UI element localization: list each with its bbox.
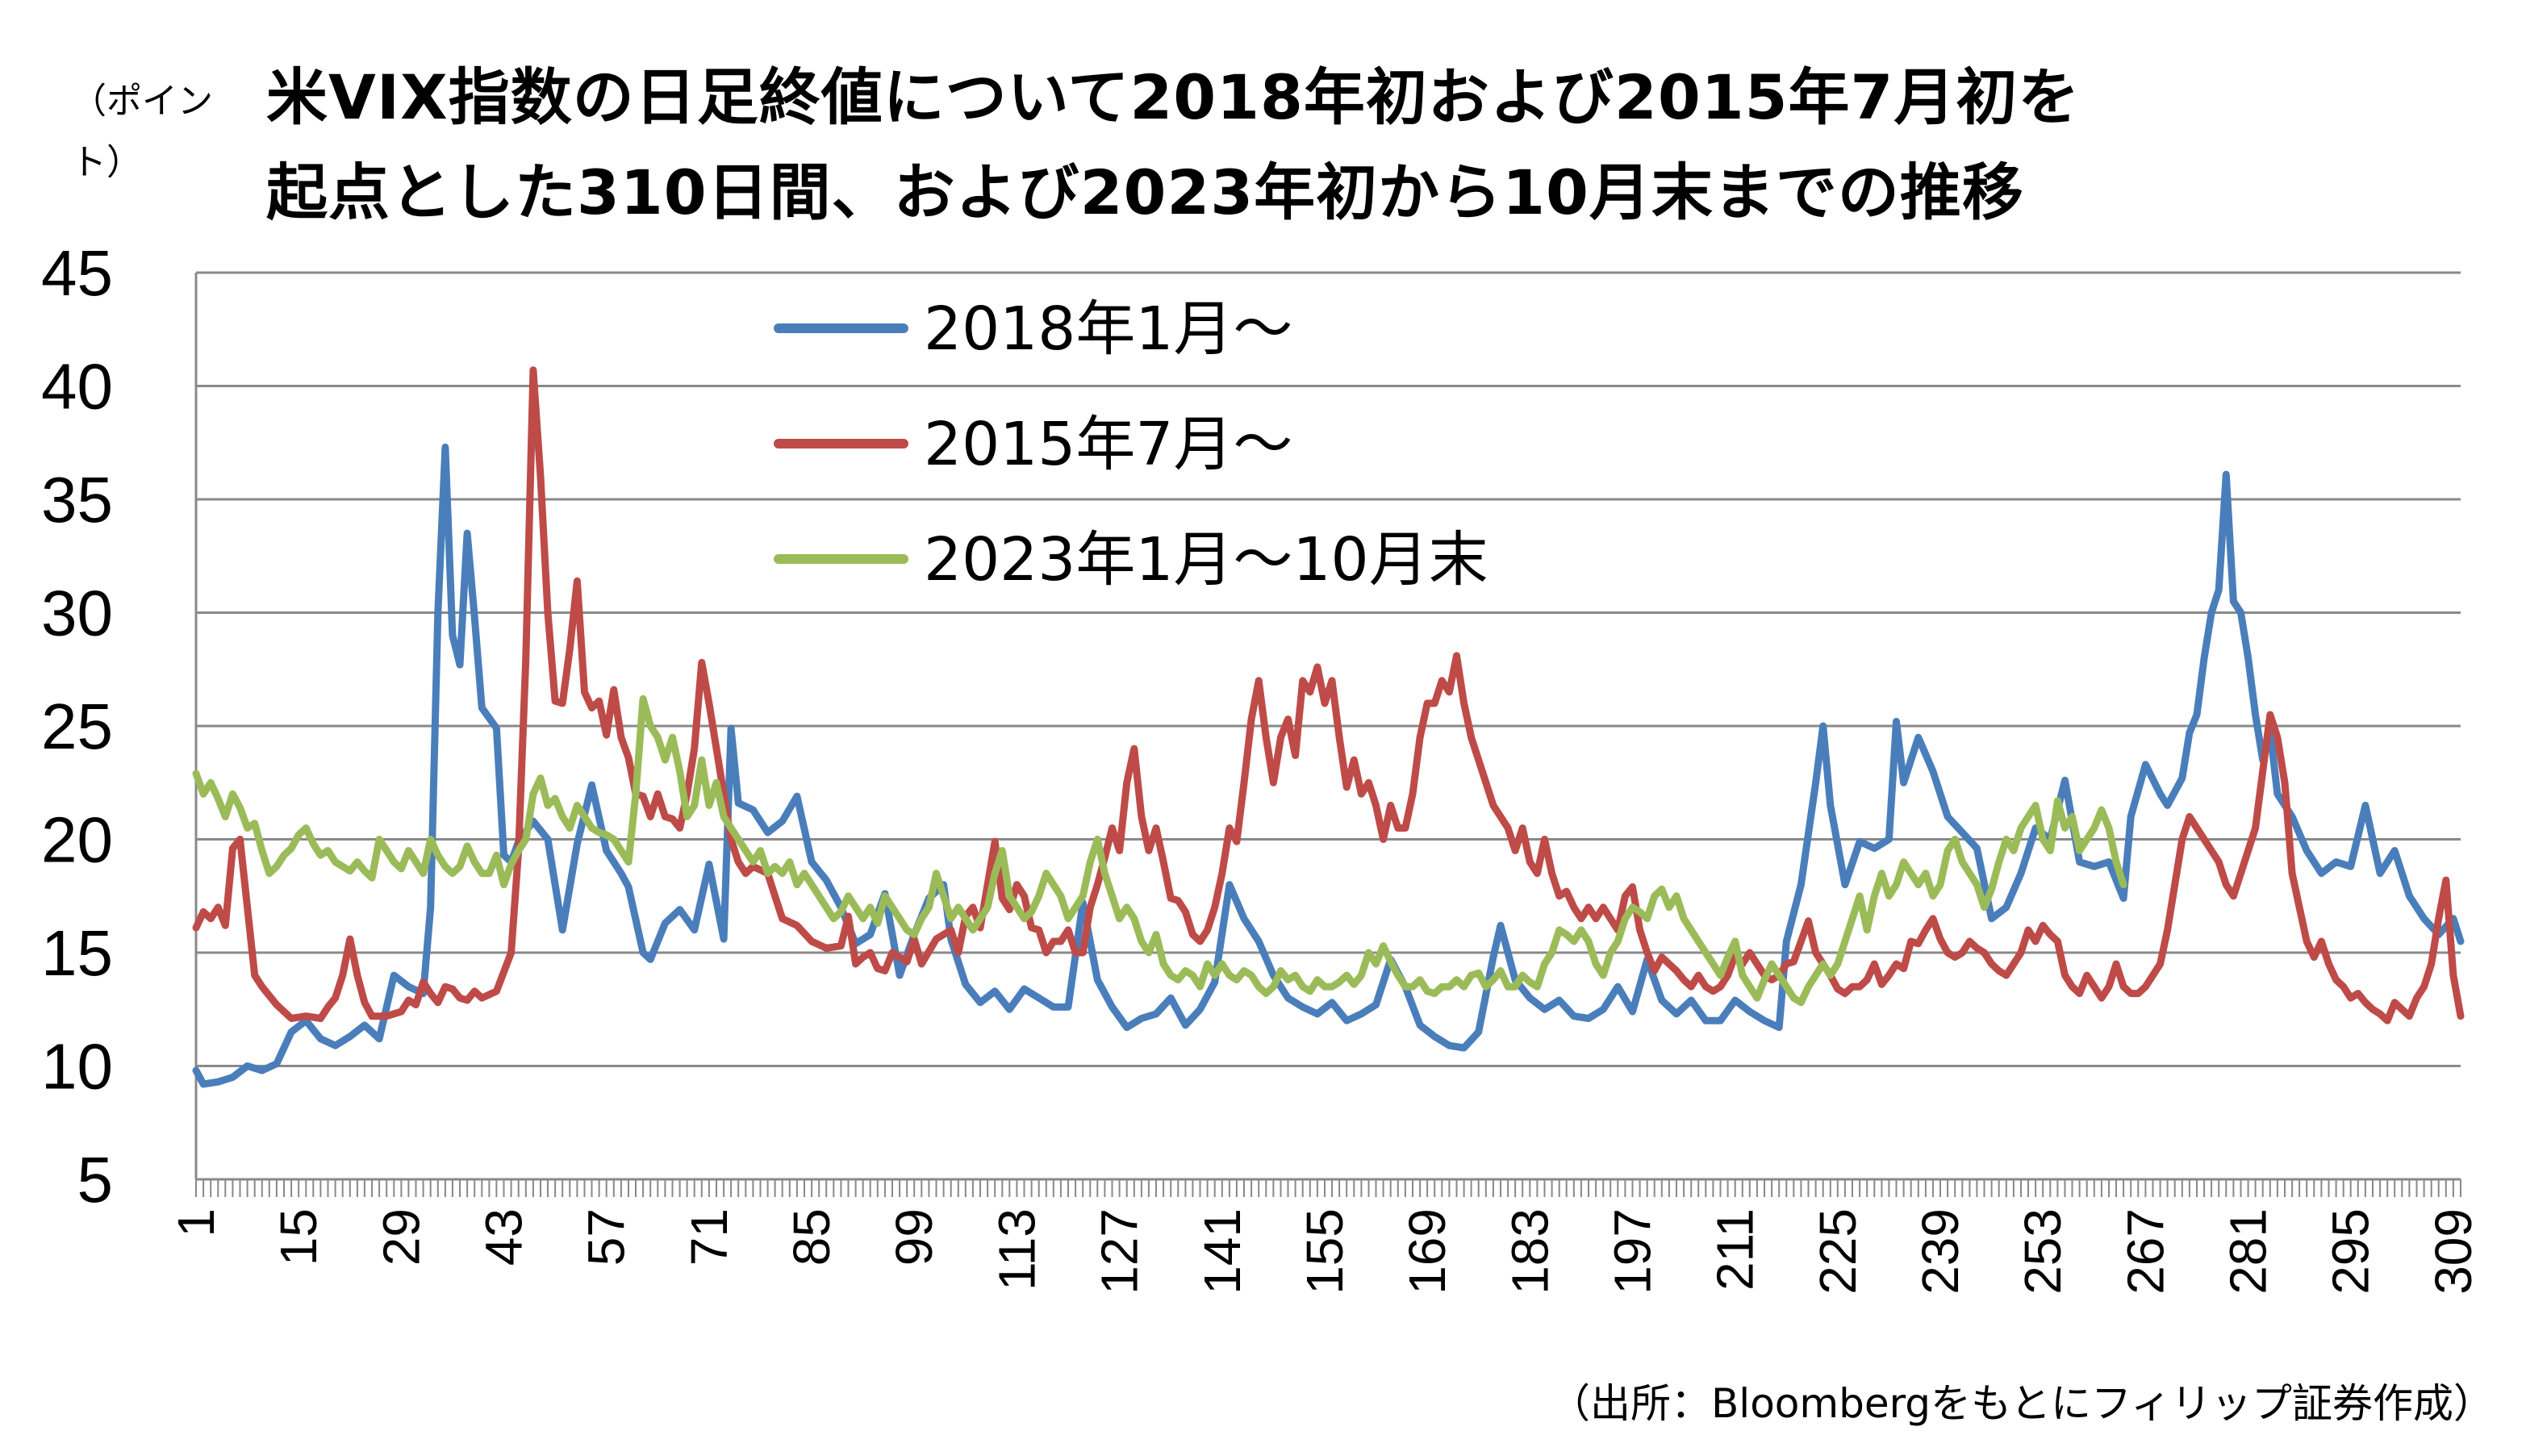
x-tick-label-197: 197 xyxy=(1603,1208,1661,1295)
y-tick-label-40: 40 xyxy=(41,351,113,423)
y-tick-label-25: 25 xyxy=(41,690,113,762)
x-tick-label-239: 239 xyxy=(1911,1208,1969,1295)
x-axis-ticks xyxy=(195,1179,2461,1197)
y-tick-label-15: 15 xyxy=(41,917,113,989)
x-tick-label-113: 113 xyxy=(987,1208,1046,1291)
legend-label-1: 2018年1月～ xyxy=(924,294,1292,364)
x-tick-label-295: 295 xyxy=(2322,1208,2380,1295)
series-line-3 xyxy=(192,695,2127,1007)
x-tick-label-15: 15 xyxy=(269,1208,328,1266)
title-line-2: 起点とした310日間、および2023年初から10月末までの推移 xyxy=(266,156,2024,228)
y-tick-label-5: 5 xyxy=(77,1144,114,1216)
x-tick-label-127: 127 xyxy=(1091,1208,1149,1295)
data-series xyxy=(192,366,2465,1088)
unit-line-2: ト） xyxy=(71,142,142,183)
legend: 2018年1月～ 2015年7月～ 2023年1月～10月末 xyxy=(774,294,1488,594)
x-tick-label-57: 57 xyxy=(578,1208,636,1266)
title-line-1: 米VIX指数の日足終値について2018年初および2015年7月初を xyxy=(266,61,2081,133)
series-line-2 xyxy=(192,366,2465,1024)
series-line-1 xyxy=(192,443,2465,1088)
chart-title: 米VIX指数の日足終値について2018年初および2015年7月初を 起点とした3… xyxy=(266,50,2080,240)
axes xyxy=(194,273,2461,1181)
x-tick-label-309: 309 xyxy=(2424,1208,2482,1295)
unit-line-1: （ポイン xyxy=(71,81,213,122)
y-tick-label-20: 20 xyxy=(41,804,113,876)
x-tick-label-169: 169 xyxy=(1398,1208,1456,1295)
x-axis-tick-labels: 1 15 29 43 57 71 85 99 113 127 141 155 169 183 197 211 2… xyxy=(167,1208,2482,1295)
x-tick-label-253: 253 xyxy=(2014,1208,2072,1295)
y-axis-tick-labels: 5 10 15 20 25 30 35 40 45 xyxy=(41,237,113,1216)
x-tick-label-211: 211 xyxy=(1706,1208,1764,1291)
x-tick-label-71: 71 xyxy=(680,1208,738,1266)
x-tick-label-155: 155 xyxy=(1296,1208,1354,1295)
x-tick-label-183: 183 xyxy=(1501,1208,1559,1295)
legend-label-2: 2015年7月～ xyxy=(924,410,1292,479)
y-tick-label-30: 30 xyxy=(41,578,113,649)
x-tick-label-1: 1 xyxy=(167,1208,225,1237)
x-tick-label-225: 225 xyxy=(1809,1208,1867,1295)
x-tick-label-43: 43 xyxy=(475,1208,533,1266)
y-axis-unit-label: （ポイン ト） xyxy=(71,71,213,194)
x-tick-label-141: 141 xyxy=(1193,1208,1251,1295)
y-tick-label-45: 45 xyxy=(41,237,113,309)
x-tick-label-85: 85 xyxy=(783,1208,841,1266)
y-tick-label-35: 35 xyxy=(41,464,113,536)
x-tick-label-29: 29 xyxy=(372,1208,430,1266)
y-tick-label-10: 10 xyxy=(41,1031,113,1103)
x-tick-marks xyxy=(195,1179,2461,1197)
x-tick-label-281: 281 xyxy=(2219,1208,2278,1295)
source-note: （出所：Bloombergをもとにフィリップ証券作成） xyxy=(1550,1380,2494,1427)
x-tick-label-99: 99 xyxy=(885,1208,943,1266)
x-tick-label-267: 267 xyxy=(2116,1208,2174,1295)
legend-label-3: 2023年1月～10月末 xyxy=(924,525,1488,594)
